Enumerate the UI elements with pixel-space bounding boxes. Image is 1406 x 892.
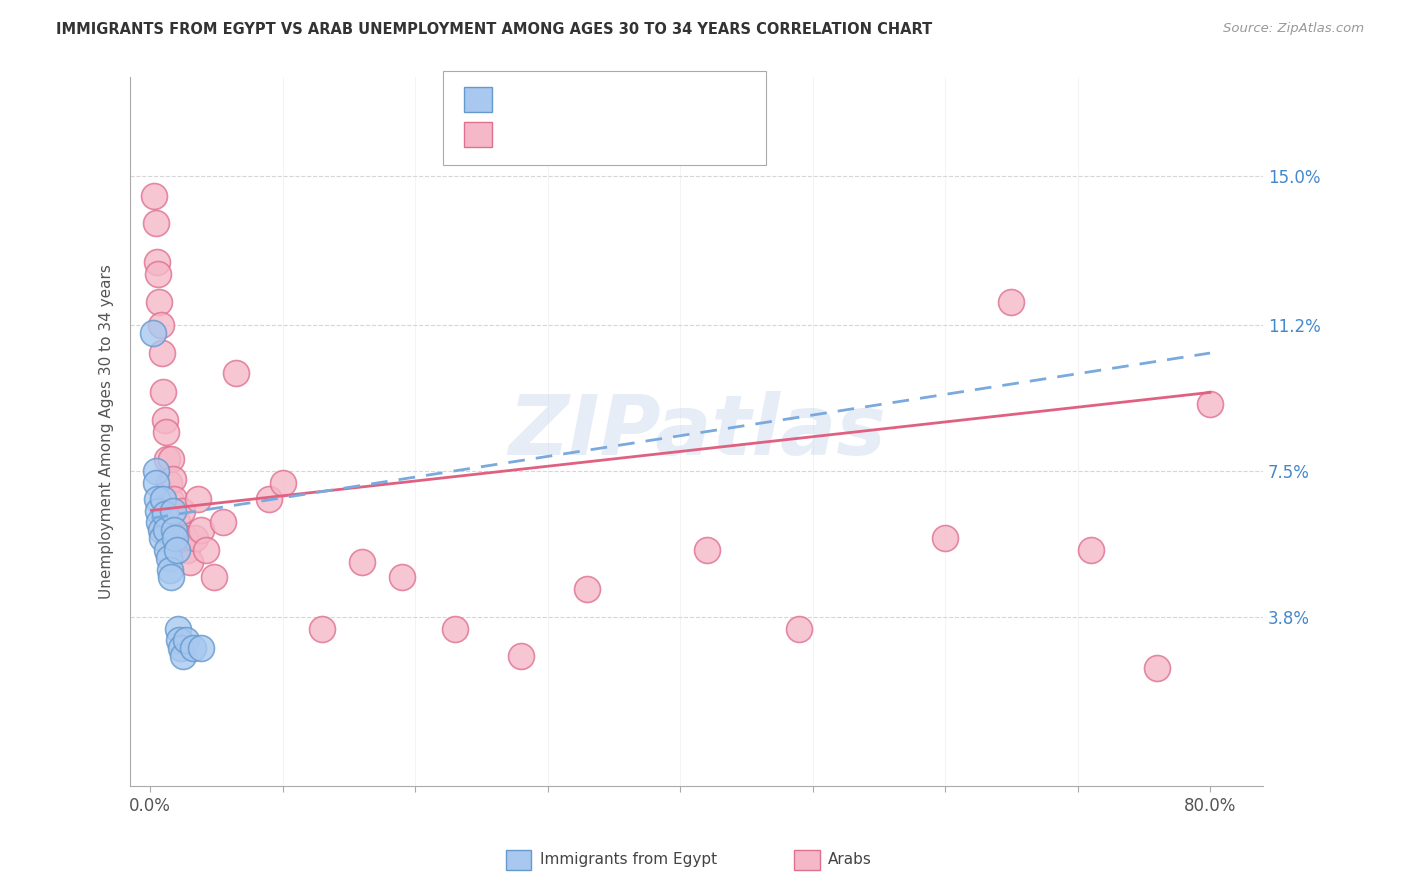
Point <box>166 542 188 557</box>
Point <box>159 563 181 577</box>
Point <box>934 531 956 545</box>
Point <box>170 503 193 517</box>
Point <box>212 516 235 530</box>
Point <box>146 491 169 506</box>
Text: Immigrants from Egypt: Immigrants from Egypt <box>540 853 717 867</box>
Point <box>176 542 198 557</box>
Point <box>172 649 194 664</box>
Point <box>165 531 187 545</box>
Point <box>150 531 173 545</box>
Text: N =: N = <box>607 90 644 108</box>
Point <box>1146 661 1168 675</box>
Point <box>159 491 181 506</box>
Text: R =: R = <box>502 126 538 144</box>
Point <box>146 268 169 282</box>
Point <box>190 523 212 537</box>
Point <box>162 472 184 486</box>
Point <box>166 516 188 530</box>
Point <box>153 413 176 427</box>
Point <box>156 452 179 467</box>
Point <box>311 622 333 636</box>
Point <box>169 633 191 648</box>
Point <box>155 523 177 537</box>
Point <box>160 452 183 467</box>
Point <box>149 523 172 537</box>
Point <box>170 641 193 656</box>
Point <box>146 503 169 517</box>
Text: IMMIGRANTS FROM EGYPT VS ARAB UNEMPLOYMENT AMONG AGES 30 TO 34 YEARS CORRELATION: IMMIGRANTS FROM EGYPT VS ARAB UNEMPLOYME… <box>56 22 932 37</box>
Point <box>259 491 281 506</box>
Point <box>157 475 180 490</box>
Point <box>145 475 167 490</box>
Point <box>179 555 201 569</box>
Point <box>146 255 169 269</box>
Point <box>142 326 165 341</box>
Point <box>391 570 413 584</box>
Text: 44: 44 <box>643 126 668 144</box>
Point <box>190 641 212 656</box>
Point <box>163 523 186 537</box>
Point <box>156 542 179 557</box>
Point <box>143 188 166 202</box>
Point <box>167 622 190 636</box>
Point <box>173 531 195 545</box>
Point <box>145 464 167 478</box>
Point <box>181 641 204 656</box>
Point <box>696 542 718 557</box>
Point <box>162 503 184 517</box>
Point <box>163 491 186 506</box>
Point <box>157 550 180 565</box>
Point <box>187 491 209 506</box>
Point <box>225 366 247 380</box>
Text: 0.053: 0.053 <box>541 90 598 108</box>
Point <box>174 633 197 648</box>
Point <box>352 555 374 569</box>
Point <box>576 582 599 597</box>
Point <box>1080 542 1102 557</box>
Point <box>148 294 170 309</box>
Point <box>155 425 177 439</box>
Point <box>145 216 167 230</box>
Point <box>148 516 170 530</box>
Point <box>789 622 811 636</box>
Text: 0.168: 0.168 <box>541 126 599 144</box>
Text: N =: N = <box>607 126 644 144</box>
Point <box>169 531 191 545</box>
Y-axis label: Unemployment Among Ages 30 to 34 years: Unemployment Among Ages 30 to 34 years <box>100 264 114 599</box>
Point <box>152 385 174 400</box>
Point <box>510 649 533 664</box>
Point <box>202 570 225 584</box>
Text: Source: ZipAtlas.com: Source: ZipAtlas.com <box>1223 22 1364 36</box>
Point <box>160 570 183 584</box>
Text: 26: 26 <box>643 90 668 108</box>
Point <box>1000 294 1022 309</box>
Point <box>1199 397 1222 411</box>
Point <box>184 531 207 545</box>
Text: R =: R = <box>502 90 538 108</box>
Point <box>444 622 467 636</box>
Text: ZIPatlas: ZIPatlas <box>508 392 886 472</box>
Point <box>152 491 174 506</box>
Point <box>194 542 217 557</box>
Point <box>150 346 173 360</box>
Point <box>153 508 176 522</box>
Text: Arabs: Arabs <box>828 853 872 867</box>
Point <box>271 475 294 490</box>
Point <box>149 318 172 333</box>
